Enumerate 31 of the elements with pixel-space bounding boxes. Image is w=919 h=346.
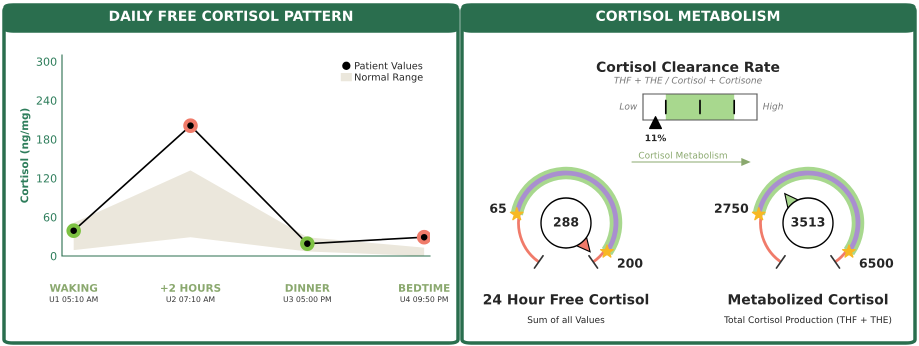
y-tick-label: 240 xyxy=(36,96,56,105)
text: 200 xyxy=(618,258,642,268)
data-label: 3513 xyxy=(791,217,824,227)
data-label: 288 xyxy=(554,217,578,227)
text: Low xyxy=(620,102,638,110)
y-tick-label: 180 xyxy=(37,135,56,144)
text: Total Cortisol Production (THF + THE) xyxy=(724,316,892,324)
legend-label: Patient Values xyxy=(355,62,422,70)
point xyxy=(66,223,81,238)
text: 65 xyxy=(490,204,506,213)
text: 6500 xyxy=(860,258,894,268)
text: Metabolized Cortisol xyxy=(728,294,888,305)
y-axis-title: Cortisol (ng/mg) xyxy=(20,108,30,203)
text: Cortisol Metabolism xyxy=(638,152,727,159)
y-tick-label: 0 xyxy=(50,252,56,260)
text: High xyxy=(762,102,783,112)
text: 2750 xyxy=(714,203,748,213)
text: Sum of all Values xyxy=(528,316,604,324)
point xyxy=(416,230,430,244)
text: THF + THE / Cortisol + Cortisone xyxy=(614,76,762,84)
text: CORTISOL METABOLISM xyxy=(596,10,780,22)
y-tick-label: 60 xyxy=(44,213,56,222)
y-tick-label: 300 xyxy=(36,57,56,66)
chart-title: DAILY FREE CORTISOL PATTERN xyxy=(110,10,352,22)
point xyxy=(183,118,198,133)
data-label: 11% xyxy=(646,134,666,142)
text: 24 Hour Free Cortisol xyxy=(484,294,648,305)
text: Cortisol Clearance Rate xyxy=(596,61,780,72)
legend-label: Normal Range xyxy=(355,73,423,83)
y-tick-label: 120 xyxy=(37,174,56,183)
point xyxy=(300,236,315,251)
